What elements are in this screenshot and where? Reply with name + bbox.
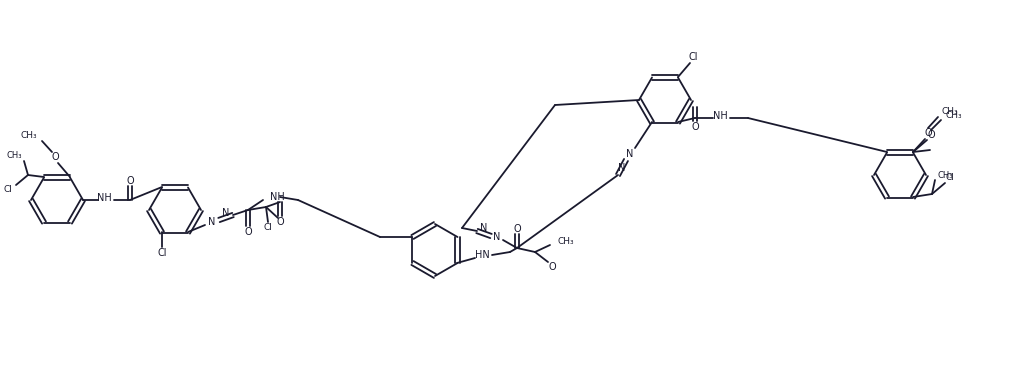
Text: N: N	[222, 208, 229, 218]
Text: O: O	[513, 224, 521, 234]
Text: Cl: Cl	[157, 248, 167, 258]
Text: O: O	[244, 227, 252, 237]
Text: O: O	[51, 152, 59, 162]
Text: CH₃: CH₃	[21, 130, 37, 140]
Text: Cl: Cl	[3, 184, 12, 194]
Text: O: O	[924, 128, 932, 138]
Text: O: O	[691, 122, 699, 132]
Text: NH: NH	[713, 111, 728, 121]
Text: CH₃: CH₃	[557, 237, 573, 246]
Text: CH₃: CH₃	[938, 171, 954, 180]
Text: O: O	[927, 130, 934, 140]
Text: CH₃: CH₃	[6, 152, 22, 160]
Text: N: N	[627, 149, 634, 159]
Text: N: N	[493, 232, 501, 242]
Text: NH: NH	[97, 193, 111, 203]
Text: Cl: Cl	[688, 52, 698, 62]
Text: O: O	[276, 217, 284, 227]
Text: O: O	[127, 176, 134, 186]
Text: Cl: Cl	[946, 174, 955, 183]
Text: N: N	[208, 217, 216, 227]
Text: N: N	[618, 163, 626, 173]
Text: HN: HN	[474, 250, 490, 260]
Text: CH₃: CH₃	[945, 111, 962, 120]
Text: Cl: Cl	[263, 224, 273, 232]
Text: O: O	[548, 262, 556, 272]
Text: N: N	[481, 223, 488, 233]
Text: CH₃: CH₃	[942, 106, 959, 116]
Text: NH: NH	[270, 192, 285, 202]
